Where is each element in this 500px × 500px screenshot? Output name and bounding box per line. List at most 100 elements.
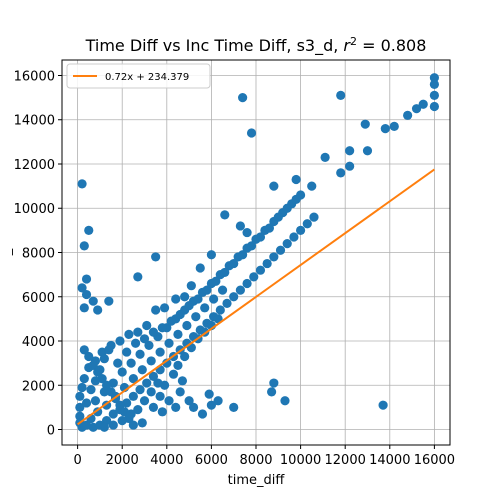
y-tick-label: 4000	[22, 335, 55, 350]
data-point	[151, 252, 161, 262]
data-point	[429, 101, 439, 112]
data-point	[104, 296, 114, 306]
data-point	[307, 181, 317, 191]
data-point	[164, 338, 174, 348]
data-point	[137, 418, 147, 428]
data-point	[289, 232, 299, 242]
data-point	[146, 356, 156, 366]
data-point	[168, 369, 179, 379]
data-point	[75, 411, 85, 421]
data-point	[148, 402, 159, 412]
y-tick-label: 8000	[22, 247, 55, 262]
data-point	[291, 194, 301, 204]
chart-title: Time Diff vs Inc Time Diff, s3_d, r2 = 0…	[85, 35, 427, 56]
data-point	[135, 385, 145, 395]
data-point	[128, 374, 138, 384]
data-point	[79, 303, 89, 313]
data-point	[75, 391, 85, 401]
data-point	[362, 146, 373, 156]
data-point	[242, 227, 252, 238]
data-point	[429, 73, 439, 83]
data-point	[220, 267, 230, 278]
data-point	[202, 285, 212, 295]
data-point	[188, 402, 199, 412]
x-tick-label: 6000	[195, 453, 228, 468]
data-point	[128, 420, 138, 430]
data-point	[238, 250, 248, 260]
data-point	[148, 371, 159, 382]
data-point	[124, 329, 134, 339]
data-point	[153, 378, 163, 388]
y-tick-label: 16000	[14, 69, 55, 84]
data-point	[135, 349, 145, 359]
grid-lines	[62, 60, 450, 445]
data-point	[222, 298, 232, 308]
data-point	[184, 301, 194, 311]
data-point	[389, 121, 399, 131]
data-point	[184, 396, 194, 406]
data-point	[209, 294, 219, 304]
data-point	[403, 110, 413, 120]
data-point	[255, 265, 266, 275]
data-point	[99, 422, 109, 432]
data-point	[180, 351, 190, 362]
legend: 0.72x + 234.379	[66, 63, 211, 89]
x-tick-label: 4000	[150, 453, 183, 468]
data-point	[171, 294, 181, 304]
data-point	[235, 221, 245, 231]
data-point	[177, 376, 188, 386]
data-point	[122, 347, 132, 357]
data-point	[115, 336, 125, 346]
data-point	[320, 152, 330, 162]
data-point	[242, 278, 252, 289]
data-point	[345, 161, 355, 171]
data-point	[180, 292, 190, 302]
data-point	[217, 285, 228, 295]
data-point	[142, 378, 152, 388]
data-point	[115, 400, 125, 410]
y-tick-label: 10000	[14, 202, 55, 217]
data-point	[133, 404, 143, 415]
data-point	[101, 380, 112, 390]
data-point	[75, 402, 85, 412]
data-point	[133, 327, 143, 337]
data-point	[295, 225, 306, 235]
data-point	[246, 128, 257, 138]
data-point	[206, 250, 217, 260]
data-point	[175, 309, 185, 320]
data-point	[411, 104, 422, 114]
data-point	[79, 241, 89, 251]
data-point	[88, 296, 98, 306]
data-point	[108, 420, 118, 430]
data-point	[104, 345, 114, 355]
data-point	[84, 225, 94, 235]
data-point	[336, 90, 346, 101]
data-point	[157, 407, 167, 417]
data-point	[93, 305, 103, 315]
data-point	[81, 398, 92, 408]
data-point	[139, 334, 150, 344]
data-point	[133, 272, 143, 282]
data-point	[126, 409, 136, 419]
x-axis-label: time_diff	[228, 473, 286, 488]
data-point	[193, 294, 203, 304]
data-point	[157, 323, 167, 333]
data-point	[186, 281, 196, 291]
data-point	[77, 179, 87, 189]
regression-line	[77, 168, 435, 426]
data-point	[229, 292, 239, 302]
data-point	[173, 329, 183, 339]
data-point	[345, 146, 355, 156]
legend-box	[66, 63, 211, 89]
data-point	[171, 402, 181, 412]
data-point	[360, 119, 370, 129]
data-point	[235, 285, 245, 295]
data-point	[159, 303, 170, 313]
data-point	[309, 212, 319, 222]
data-point	[262, 258, 272, 269]
data-point	[418, 99, 428, 109]
data-point	[106, 387, 116, 397]
data-point	[175, 387, 185, 397]
data-point	[269, 181, 279, 191]
data-point	[380, 123, 390, 134]
